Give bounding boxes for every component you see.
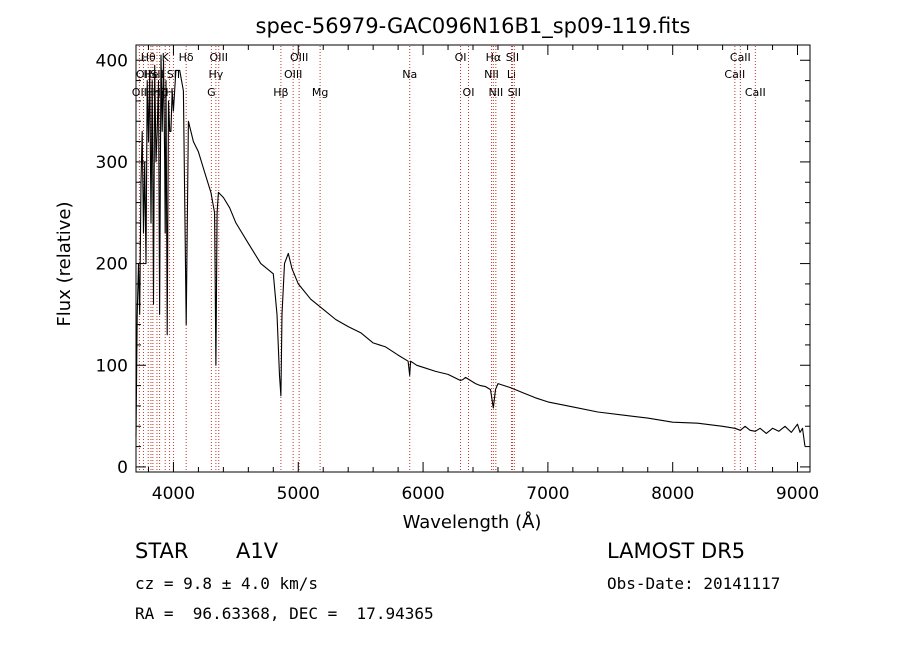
- line-marker-label: Hγ: [208, 68, 223, 81]
- line-marker-label: K: [162, 51, 170, 64]
- y-tick-label: 100: [96, 356, 128, 376]
- line-marker-label: G: [207, 86, 216, 99]
- coordinates-text: RA = 96.63368, DEC = 17.94365: [135, 604, 434, 623]
- line-marker-label: NII: [488, 86, 503, 99]
- line-marker-label: Li: [507, 68, 516, 81]
- line-marker-label: Na: [402, 68, 417, 81]
- chart-title: spec-56979-GAC096N16B1_sp09-119.fits: [256, 14, 691, 39]
- x-tick-label: 5000: [277, 484, 320, 504]
- line-marker-label: OII: [136, 68, 151, 81]
- y-tick-label: 300: [96, 153, 128, 173]
- x-axis-label: Wavelength (Å): [403, 511, 542, 533]
- y-tick-label: 400: [96, 51, 128, 71]
- line-markers: OIIOIIHθHeHηSIIHζKHSIIHδGHγOIIIHβOIIIOII…: [132, 46, 766, 471]
- line-marker-label: Hθ: [141, 51, 156, 64]
- line-marker-label: OIII: [290, 51, 308, 64]
- spectrum-series: [135, 54, 806, 447]
- line-marker-label: CaII: [745, 86, 766, 99]
- y-axis-label: Flux (relative): [54, 201, 75, 326]
- x-tick-label: 8000: [651, 484, 694, 504]
- y-tick-label: 0: [117, 458, 128, 478]
- observation-date: Obs-Date: 20141117: [607, 574, 781, 593]
- line-marker-label: Hβ: [273, 86, 288, 99]
- line-marker-label: CaII: [730, 51, 751, 64]
- line-marker-label: H: [165, 86, 173, 99]
- line-marker-label: Hα: [486, 51, 502, 64]
- line-marker-label: SII: [508, 86, 521, 99]
- object-subclass: A1V: [236, 539, 279, 563]
- line-marker-label: SII: [506, 51, 519, 64]
- line-marker-label: NII: [484, 68, 499, 81]
- plot-frame: 4000 5000 6000 7000 8000 9000 0 100 200 300 400: [96, 44, 819, 504]
- line-marker-label: OIII: [284, 68, 302, 81]
- line-marker-label: OIII: [210, 51, 228, 64]
- line-marker-label: SII: [167, 68, 180, 81]
- y-tick-label: 200: [96, 255, 128, 275]
- line-marker-label: OI: [463, 86, 475, 99]
- plot-border: [135, 44, 811, 473]
- line-marker-label: Hδ: [179, 51, 194, 64]
- line-marker-label: OI: [455, 51, 467, 64]
- spectrum-line: [135, 54, 806, 447]
- x-tick-label: 6000: [401, 484, 444, 504]
- redshift-text: cz = 9.8 ± 4.0 km/s: [135, 574, 319, 593]
- x-tick-label: 9000: [776, 484, 819, 504]
- line-marker-label: CaII: [724, 68, 745, 81]
- x-tick-label: 7000: [526, 484, 569, 504]
- survey-name: LAMOST DR5: [607, 539, 746, 563]
- line-marker-label: Mg: [312, 86, 328, 99]
- object-class: STAR: [135, 539, 189, 563]
- x-tick-label: 4000: [152, 484, 195, 504]
